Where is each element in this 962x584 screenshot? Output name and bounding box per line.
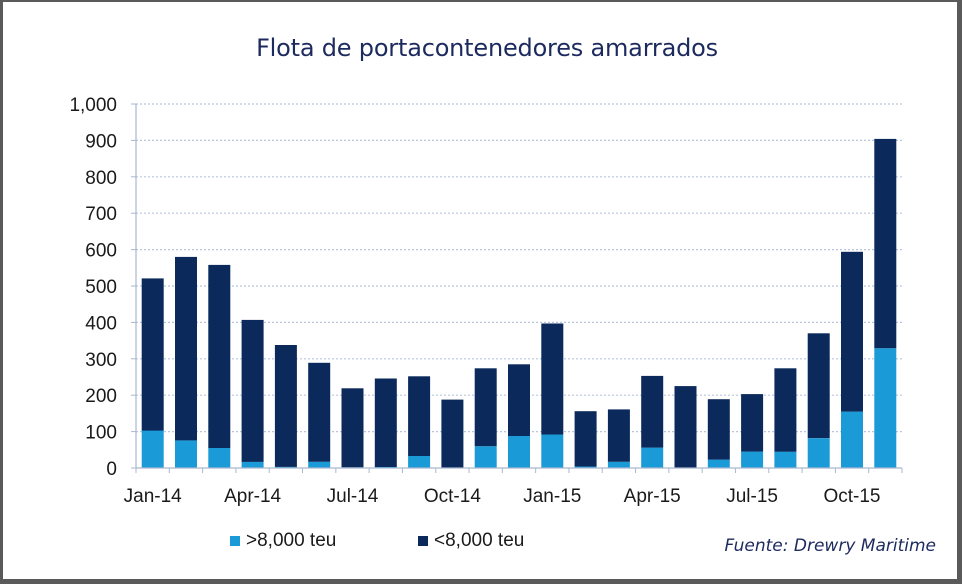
x-tick-label: Oct-14 xyxy=(424,486,481,507)
bar-segment-small xyxy=(341,388,364,468)
bar-segment-small xyxy=(408,376,431,456)
x-tick-label: Jul-15 xyxy=(726,486,778,507)
bar-segment-large xyxy=(574,466,597,468)
bar-segment-small xyxy=(474,368,497,447)
bar-segment-small xyxy=(841,251,863,412)
bar-segment-small xyxy=(441,399,464,468)
axes xyxy=(131,103,903,473)
bar-segment-small xyxy=(274,345,297,467)
bar-segment-large xyxy=(641,447,664,468)
bar-segment-small xyxy=(208,264,231,448)
bar-segment-small xyxy=(774,368,797,452)
bar-segment-small xyxy=(674,386,697,468)
y-tick-label: 600 xyxy=(85,241,117,262)
bar-segment-small xyxy=(175,256,197,441)
y-tick-label: 500 xyxy=(85,277,117,298)
bar-segment-large xyxy=(308,461,331,468)
bar-segment-large xyxy=(841,411,863,468)
bar-segment-small xyxy=(807,333,830,439)
bar-segment-small xyxy=(707,399,730,460)
y-tick-label: 800 xyxy=(85,168,117,189)
legend-label-large: >8,000 teu xyxy=(246,530,337,551)
bar-segment-large xyxy=(707,459,730,468)
bar-segment-small xyxy=(574,411,597,467)
legend-swatch-small xyxy=(418,536,428,546)
bar-segment-small xyxy=(641,375,664,448)
bar-segment-large xyxy=(175,440,197,468)
bar-segment-large xyxy=(774,451,797,468)
bar-segment-small xyxy=(874,138,897,349)
y-tick-label: 700 xyxy=(85,204,117,225)
legend-swatch-large xyxy=(230,536,240,546)
y-tick-label: 0 xyxy=(106,459,117,480)
y-tick-label: 100 xyxy=(85,423,117,444)
source-note: Fuente: Drewry Maritime xyxy=(724,536,936,556)
bar-segment-large xyxy=(241,461,264,468)
bar-segment-large xyxy=(208,448,231,468)
bar-segment-large xyxy=(874,348,897,468)
y-tick-label: 1,000 xyxy=(69,95,117,116)
bar-segment-small xyxy=(374,378,397,467)
bars xyxy=(141,138,897,468)
bar-segment-large xyxy=(607,461,630,468)
y-tick-labels: 0 100 200 300 400 500 600 700 800 900 1,000 xyxy=(69,95,117,480)
bar-segment-small xyxy=(607,409,630,462)
x-tick-label: Apr-15 xyxy=(624,486,681,507)
chart-title: Flota de portacontenedores amarrados xyxy=(256,34,718,62)
bar-segment-large xyxy=(807,438,830,468)
bar-segment-small xyxy=(241,319,264,462)
y-tick-label: 300 xyxy=(85,350,117,371)
bar-segment-small xyxy=(141,278,164,431)
y-tick-label: 200 xyxy=(85,386,117,407)
bar-segment-small xyxy=(741,394,764,452)
bar-segment-small xyxy=(541,323,564,435)
y-tick-label: 400 xyxy=(85,313,117,334)
x-tick-label: Jan-15 xyxy=(523,486,581,507)
x-tick-label: Oct-15 xyxy=(823,486,880,507)
bar-segment-large xyxy=(474,446,497,468)
y-tick-label: 900 xyxy=(85,131,117,152)
bar-segment-large xyxy=(508,436,530,468)
bar-segment-small xyxy=(308,362,331,462)
x-tick-label: Jan-14 xyxy=(124,486,183,507)
legend-label-small: <8,000 teu xyxy=(434,530,525,551)
legend-item-small-ships: <8,000 teu xyxy=(418,530,524,552)
legend-item-large-ships: >8,000 teu xyxy=(230,530,336,552)
x-tick-label: Apr-14 xyxy=(224,486,281,507)
x-tick-label: Jul-14 xyxy=(327,486,379,507)
bar-segment-small xyxy=(508,364,530,436)
x-tick-labels: Jan-14 Apr-14 Jul-14 Oct-14 Jan-15 Apr-15 Jul-… xyxy=(124,486,881,507)
bar-segment-large xyxy=(408,456,431,468)
bar-segment-large xyxy=(541,434,564,468)
bar-segment-large xyxy=(741,451,764,468)
bar-segment-large xyxy=(141,430,164,468)
